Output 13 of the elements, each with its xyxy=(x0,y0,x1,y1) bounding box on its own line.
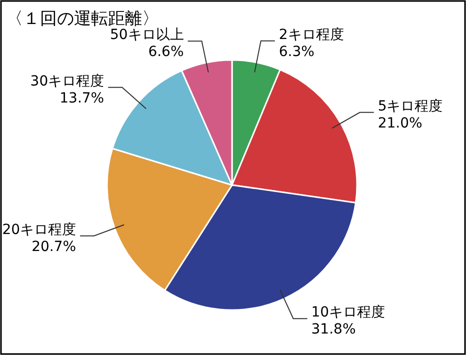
slice-label: 2キロ程度 xyxy=(278,26,344,43)
slice-label: 50キロ以上 xyxy=(110,27,184,44)
data-label: 13.7% xyxy=(60,90,104,106)
data-label: 21.0% xyxy=(378,115,422,132)
slice-label: 10キロ程度 xyxy=(311,304,386,321)
chart-title: 〈１回の運転距離〉 xyxy=(6,9,159,29)
data-label: 6.3% xyxy=(278,44,314,60)
slice-label: 20キロ程度 xyxy=(2,222,76,238)
slice-label: 30キロ程度 xyxy=(30,73,104,90)
data-label: 20.7% xyxy=(32,238,76,255)
slice-label: 5キロ程度 xyxy=(378,98,443,114)
data-label: 31.8% xyxy=(311,322,356,338)
data-label: 6.6% xyxy=(148,44,184,60)
